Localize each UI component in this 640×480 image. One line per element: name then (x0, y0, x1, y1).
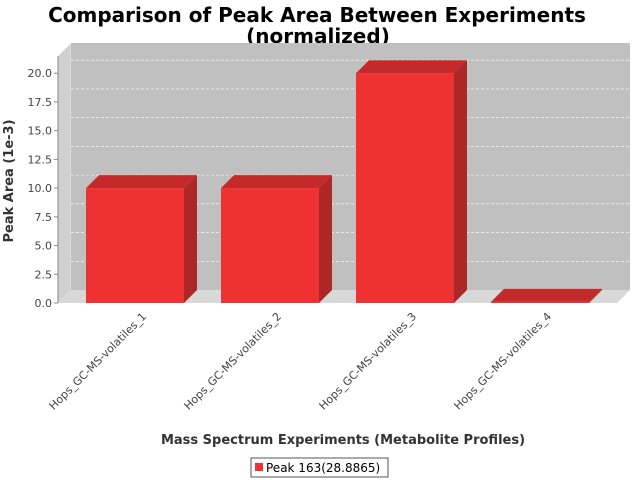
y-tick-label: 2.5 (35, 268, 53, 281)
bar-top-face (86, 175, 197, 189)
y-tick-label: 0.0 (35, 297, 53, 310)
legend: Peak 163(28.8865) (250, 457, 389, 478)
bar-side-face (319, 175, 332, 303)
bar-side-face (454, 60, 467, 303)
x-tick-label: Hops_GC-MS-volatiles_4 (452, 310, 555, 413)
legend-box (250, 457, 389, 478)
bar-front-face (491, 301, 589, 303)
plot-left-wall (57, 42, 72, 304)
y-axis-label: Peak Area (1e-3) (2, 119, 17, 242)
x-tick-label: Hops_GC-MS-volatiles_2 (182, 310, 285, 413)
y-tick-label: 7.5 (35, 211, 53, 224)
bars (86, 60, 602, 303)
y-tick-label: 12.5 (28, 153, 53, 166)
legend-swatch (255, 463, 263, 471)
y-tick-label: 15.0 (28, 125, 53, 138)
bar-top-face (356, 60, 467, 74)
y-tick-label: 17.5 (28, 96, 53, 109)
bar-front-face (356, 73, 454, 303)
bar (86, 175, 197, 303)
y-axis: 0.0 2.5 5.0 7.5 10.0 12.5 15.0 17.5 20.0 (28, 56, 59, 310)
x-tick-label: Hops_GC-MS-volatiles_3 (317, 310, 420, 413)
y-tick-label: 20.0 (28, 67, 53, 80)
bar (356, 60, 467, 303)
x-axis-label: Mass Spectrum Experiments (Metabolite Pr… (161, 433, 525, 448)
bar-top-face (221, 175, 332, 189)
x-tick-label: Hops_GC-MS-volatiles_1 (47, 310, 150, 413)
bar-front-face (221, 188, 319, 303)
legend-label: Peak 163(28.8865) (266, 461, 380, 475)
bar-side-face (589, 288, 602, 303)
plot-area (57, 42, 630, 304)
y-tick-label: 5.0 (35, 240, 53, 253)
bar (221, 175, 332, 303)
bar-top-face (491, 288, 602, 302)
bar-front-face (86, 188, 184, 303)
chart-title-line1: Comparison of Peak Area Between Experime… (48, 3, 586, 27)
y-tick-label: 10.0 (28, 182, 53, 195)
bar-side-face (184, 175, 197, 303)
plot-floor (58, 290, 630, 303)
bar (491, 288, 602, 303)
x-axis-labels: Hops_GC-MS-volatiles_1 Hops_GC-MS-volatil… (47, 310, 555, 413)
